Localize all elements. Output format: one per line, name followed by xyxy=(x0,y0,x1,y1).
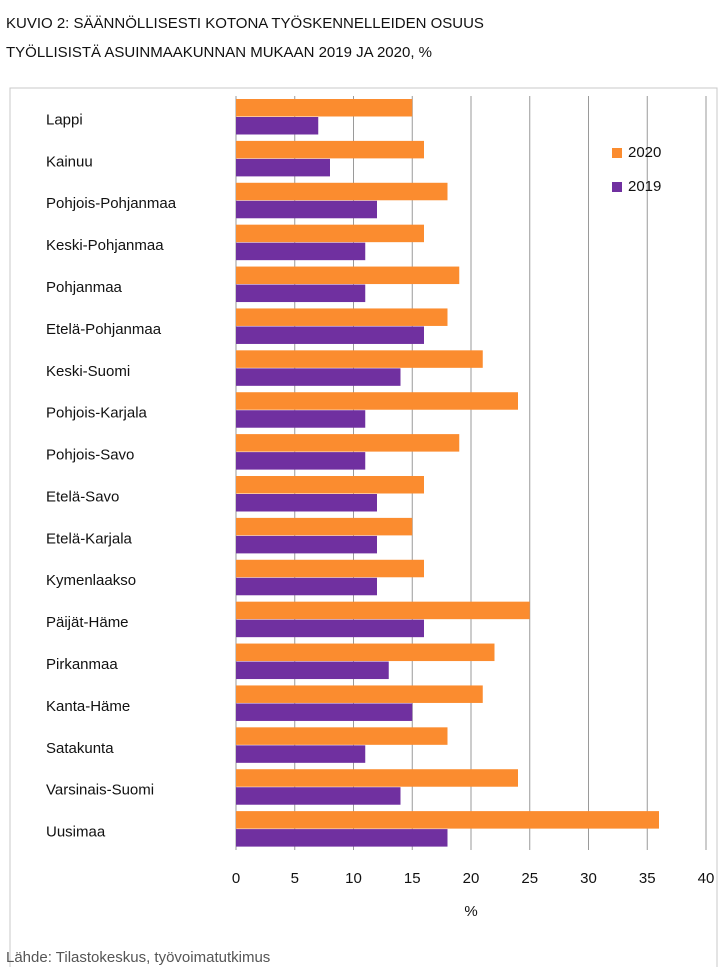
y-tick-label: Kanta-Häme xyxy=(46,698,130,715)
bar xyxy=(236,266,460,285)
bar xyxy=(236,559,424,578)
bar xyxy=(236,452,366,470)
bar xyxy=(236,368,401,386)
x-axis-label: % xyxy=(464,903,477,920)
bar xyxy=(236,284,366,303)
legend-label: 2019 xyxy=(628,178,661,195)
y-tick-label: Satakunta xyxy=(46,740,114,757)
bar xyxy=(236,350,483,368)
bar xyxy=(236,242,366,261)
bar xyxy=(236,308,448,326)
y-tick-label: Lappi xyxy=(46,111,83,128)
legend-swatch xyxy=(612,148,622,158)
bar xyxy=(236,494,377,512)
y-tick-label: Uusimaa xyxy=(46,824,106,841)
x-tick-label: 20 xyxy=(463,870,480,887)
bar xyxy=(236,224,424,243)
bar xyxy=(236,200,377,219)
x-tick-label: 35 xyxy=(639,870,656,887)
bar xyxy=(236,769,518,787)
frame xyxy=(9,87,718,967)
bar xyxy=(236,643,495,662)
bar xyxy=(236,829,448,847)
y-tick-label: Etelä-Savo xyxy=(46,488,119,505)
x-tick-label: 0 xyxy=(232,870,240,887)
bar xyxy=(236,685,483,703)
bar xyxy=(236,727,448,745)
x-tick-label: 10 xyxy=(345,870,362,887)
bar xyxy=(236,434,460,452)
chart-title: KUVIO 2: SÄÄNNÖLLISESTI KOTONA TYÖSKENNE… xyxy=(6,14,484,32)
bar xyxy=(236,476,424,494)
bar xyxy=(236,140,424,159)
bar xyxy=(236,117,319,135)
bar xyxy=(236,535,377,554)
x-tick-label: 25 xyxy=(521,870,538,887)
y-tick-label: Pirkanmaa xyxy=(46,656,118,673)
bar xyxy=(236,811,659,829)
y-tick-label: Keski-Suomi xyxy=(46,363,130,380)
bar xyxy=(236,410,366,428)
bar xyxy=(236,517,413,536)
source: Lähde: Tilastokeskus, työvoimatutkimus xyxy=(6,949,270,966)
bar xyxy=(236,392,518,410)
bar xyxy=(236,661,389,680)
bar xyxy=(236,703,413,721)
bar xyxy=(236,577,377,596)
bar xyxy=(236,619,424,638)
x-tick-label: 15 xyxy=(404,870,421,887)
x-tick-label: 5 xyxy=(291,870,299,887)
y-tick-label: Keski-Pohjanmaa xyxy=(46,237,164,254)
chart-title: TYÖLLISISTÄ ASUINMAAKUNNAN MUKAAN 2019 J… xyxy=(6,43,432,61)
y-tick-label: Etelä-Pohjanmaa xyxy=(46,321,162,338)
bar xyxy=(236,158,330,177)
y-tick-label: Etelä-Karjala xyxy=(46,530,133,547)
bar xyxy=(236,601,530,620)
y-tick-label: Kymenlaakso xyxy=(46,572,136,589)
bar xyxy=(236,182,448,201)
y-tick-label: Pohjanmaa xyxy=(46,279,123,296)
x-tick-label: 30 xyxy=(580,870,597,887)
y-tick-label: Kainuu xyxy=(46,153,93,170)
legend-label: 2020 xyxy=(628,144,661,161)
legend-swatch xyxy=(612,182,622,192)
bar xyxy=(236,326,424,344)
bar xyxy=(236,787,401,805)
bar xyxy=(236,745,366,763)
y-tick-label: Pohjois-Karjala xyxy=(46,405,148,422)
y-tick-label: Pohjois-Pohjanmaa xyxy=(46,195,177,212)
y-tick-label: Pohjois-Savo xyxy=(46,447,134,464)
x-tick-label: 40 xyxy=(698,870,715,887)
y-tick-label: Päijät-Häme xyxy=(46,614,129,631)
y-tick-label: Varsinais-Suomi xyxy=(46,782,154,799)
bar xyxy=(236,99,413,117)
